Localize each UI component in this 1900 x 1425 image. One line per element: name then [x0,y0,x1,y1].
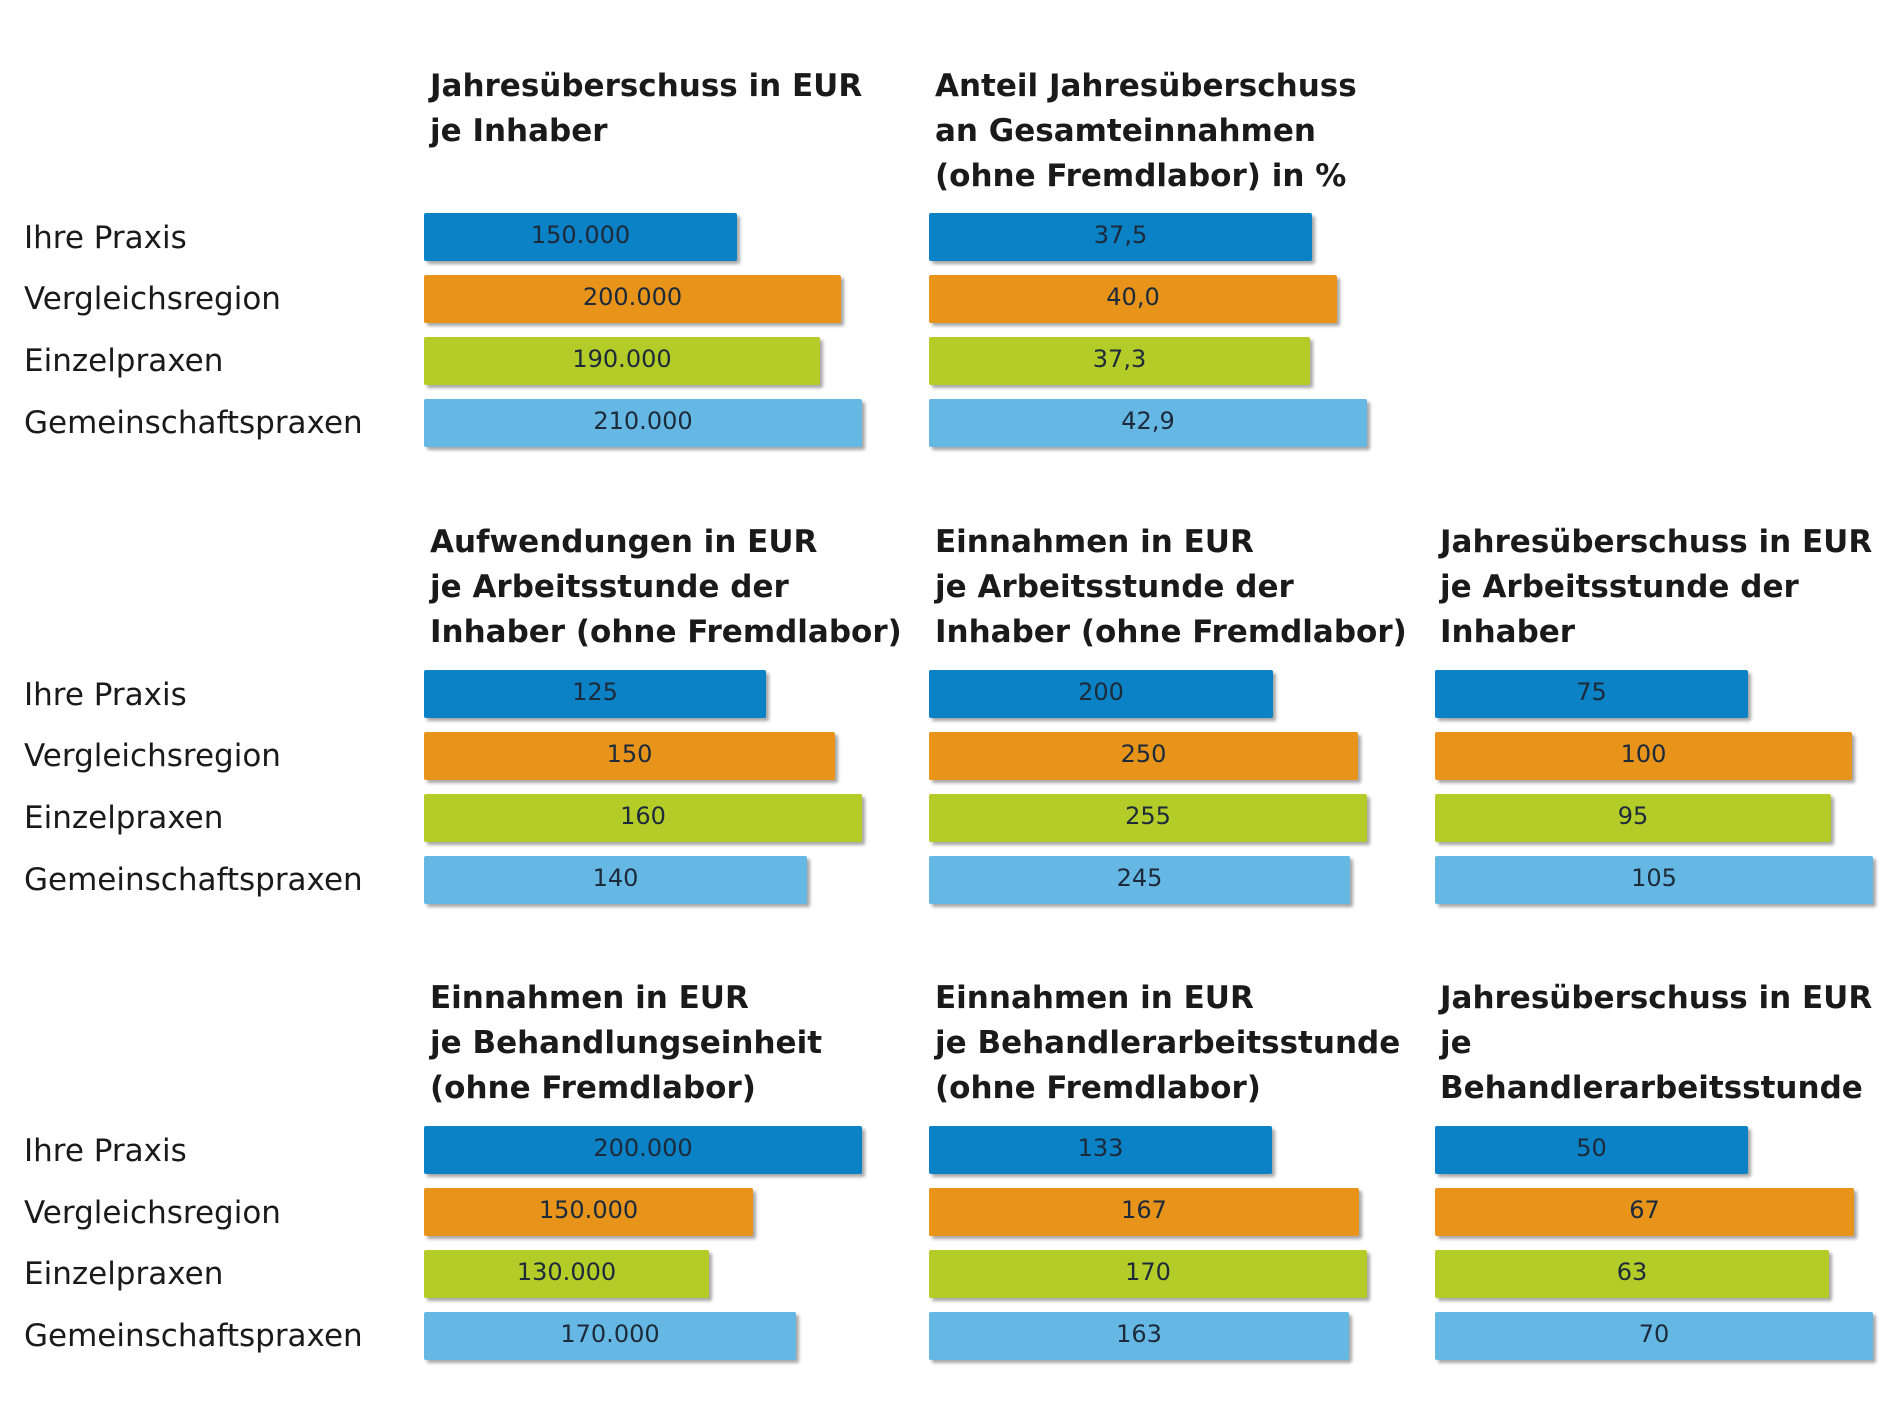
bar-value-label: 167 [1121,1196,1167,1224]
bar-value-label: 67 [1629,1196,1660,1224]
bar-value-label: 200.000 [582,283,683,311]
bar-ihre-praxis: 125 [424,670,766,718]
panel-title: Jahresüberschuss in EUR je Inhaber [430,68,863,149]
bar-value-label: 170.000 [560,1320,660,1348]
bar-einzelpraxen: 130.000 [424,1250,709,1298]
bar-vergleichsregion: 150 [424,732,835,780]
bar-einzelpraxen: 190.000 [424,337,820,385]
bar-vergleichsregion: 200.000 [424,275,841,323]
bar-ihre-praxis: 75 [1435,670,1748,718]
bar-ihre-praxis: 133 [929,1126,1272,1174]
bar-value-label: 105 [1631,864,1677,892]
bar-value-label: 125 [572,678,618,706]
bar-value-label: 40,0 [1106,283,1160,311]
row-label-ihre-praxis: Ihre Praxis [24,220,187,256]
panel-title: Einnahmen in EUR je Behandlungseinheit (… [430,980,823,1106]
bar-value-label: 245 [1116,864,1163,892]
row-label-gemeinschaftspraxen: Gemeinschaftspraxen [24,862,363,898]
bar-value-label: 70 [1638,1320,1670,1348]
row-label-ihre-praxis: Ihre Praxis [24,1133,187,1169]
bar-gemeinschaftspraxen: 210.000 [424,399,862,447]
bar-ihre-praxis: 50 [1435,1126,1748,1174]
bar-value-label: 100 [1620,740,1667,768]
bar-ihre-praxis: 150.000 [424,213,737,261]
bar-vergleichsregion: 40,0 [929,275,1337,323]
bar-ihre-praxis: 200 [929,670,1273,718]
row-label-vergleichsregion: Vergleichsregion [24,1195,281,1231]
bar-gemeinschaftspraxen: 105 [1435,856,1873,904]
bar-value-label: 150 [606,740,653,768]
bar-value-label: 163 [1116,1320,1162,1348]
bar-vergleichsregion: 250 [929,732,1358,780]
row-label-vergleichsregion: Vergleichsregion [24,738,281,774]
bar-einzelpraxen: 95 [1435,794,1831,842]
bar-gemeinschaftspraxen: 140 [424,856,807,904]
row-label-ihre-praxis: Ihre Praxis [24,677,187,713]
bar-einzelpraxen: 170 [929,1250,1367,1298]
bar-value-label: 140 [592,864,639,892]
row-label-gemeinschaftspraxen: Gemeinschaftspraxen [24,1318,363,1354]
bar-value-label: 37,3 [1092,345,1147,373]
bar-value-label: 190.000 [572,345,672,373]
bar-gemeinschaftspraxen: 42,9 [929,399,1367,447]
bar-ihre-praxis: 37,5 [929,213,1312,261]
bar-value-label: 250 [1120,740,1167,768]
bar-einzelpraxen: 255 [929,794,1367,842]
bar-gemeinschaftspraxen: 170.000 [424,1312,796,1360]
row-label-einzelpraxen: Einzelpraxen [24,800,224,836]
bar-einzelpraxen: 63 [1435,1250,1829,1298]
bar-value-label: 42,9 [1121,407,1175,435]
panel-title: Jahresüberschuss in EUR je Arbeitsstunde… [1440,524,1873,650]
bar-value-label: 170 [1125,1258,1171,1286]
bar-value-label: 150.000 [530,221,631,249]
bar-vergleichsregion: 167 [929,1188,1359,1236]
bar-vergleichsregion: 67 [1435,1188,1854,1236]
bar-value-label: 63 [1616,1258,1648,1286]
row-label-einzelpraxen: Einzelpraxen [24,1256,224,1292]
bar-value-label: 255 [1125,802,1171,830]
row-label-einzelpraxen: Einzelpraxen [24,343,224,379]
bar-value-label: 200.000 [593,1134,693,1162]
bar-value-label: 130.000 [516,1258,617,1286]
panel-title: Aufwendungen in EUR je Arbeitsstunde der… [430,524,902,650]
row-label-vergleichsregion: Vergleichsregion [24,281,281,317]
bar-gemeinschaftspraxen: 70 [1435,1312,1873,1360]
bar-value-label: 75 [1576,678,1607,706]
bar-vergleichsregion: 100 [1435,732,1852,780]
panel-title: Jahresüberschuss in EUR je Behandlerarbe… [1440,980,1873,1106]
panel-title: Anteil Jahresüberschuss an Gesamteinnahm… [935,68,1357,194]
panel-title: Einnahmen in EUR je Behandlerarbeitsstun… [935,980,1401,1106]
row-label-gemeinschaftspraxen: Gemeinschaftspraxen [24,405,363,441]
bar-value-label: 210.000 [593,407,693,435]
bar-vergleichsregion: 150.000 [424,1188,753,1236]
bar-einzelpraxen: 37,3 [929,337,1310,385]
bar-gemeinschaftspraxen: 163 [929,1312,1349,1360]
bar-value-label: 160 [620,802,666,830]
bar-value-label: 200 [1078,678,1124,706]
bar-value-label: 133 [1077,1134,1124,1162]
bar-value-label: 50 [1576,1134,1607,1162]
bar-value-label: 95 [1617,802,1649,830]
panel-title: Einnahmen in EUR je Arbeitsstunde der In… [935,524,1407,650]
bar-einzelpraxen: 160 [424,794,862,842]
bar-gemeinschaftspraxen: 245 [929,856,1350,904]
bar-ihre-praxis: 200.000 [424,1126,862,1174]
bar-value-label: 150.000 [538,1196,639,1224]
bar-value-label: 37,5 [1093,221,1148,249]
